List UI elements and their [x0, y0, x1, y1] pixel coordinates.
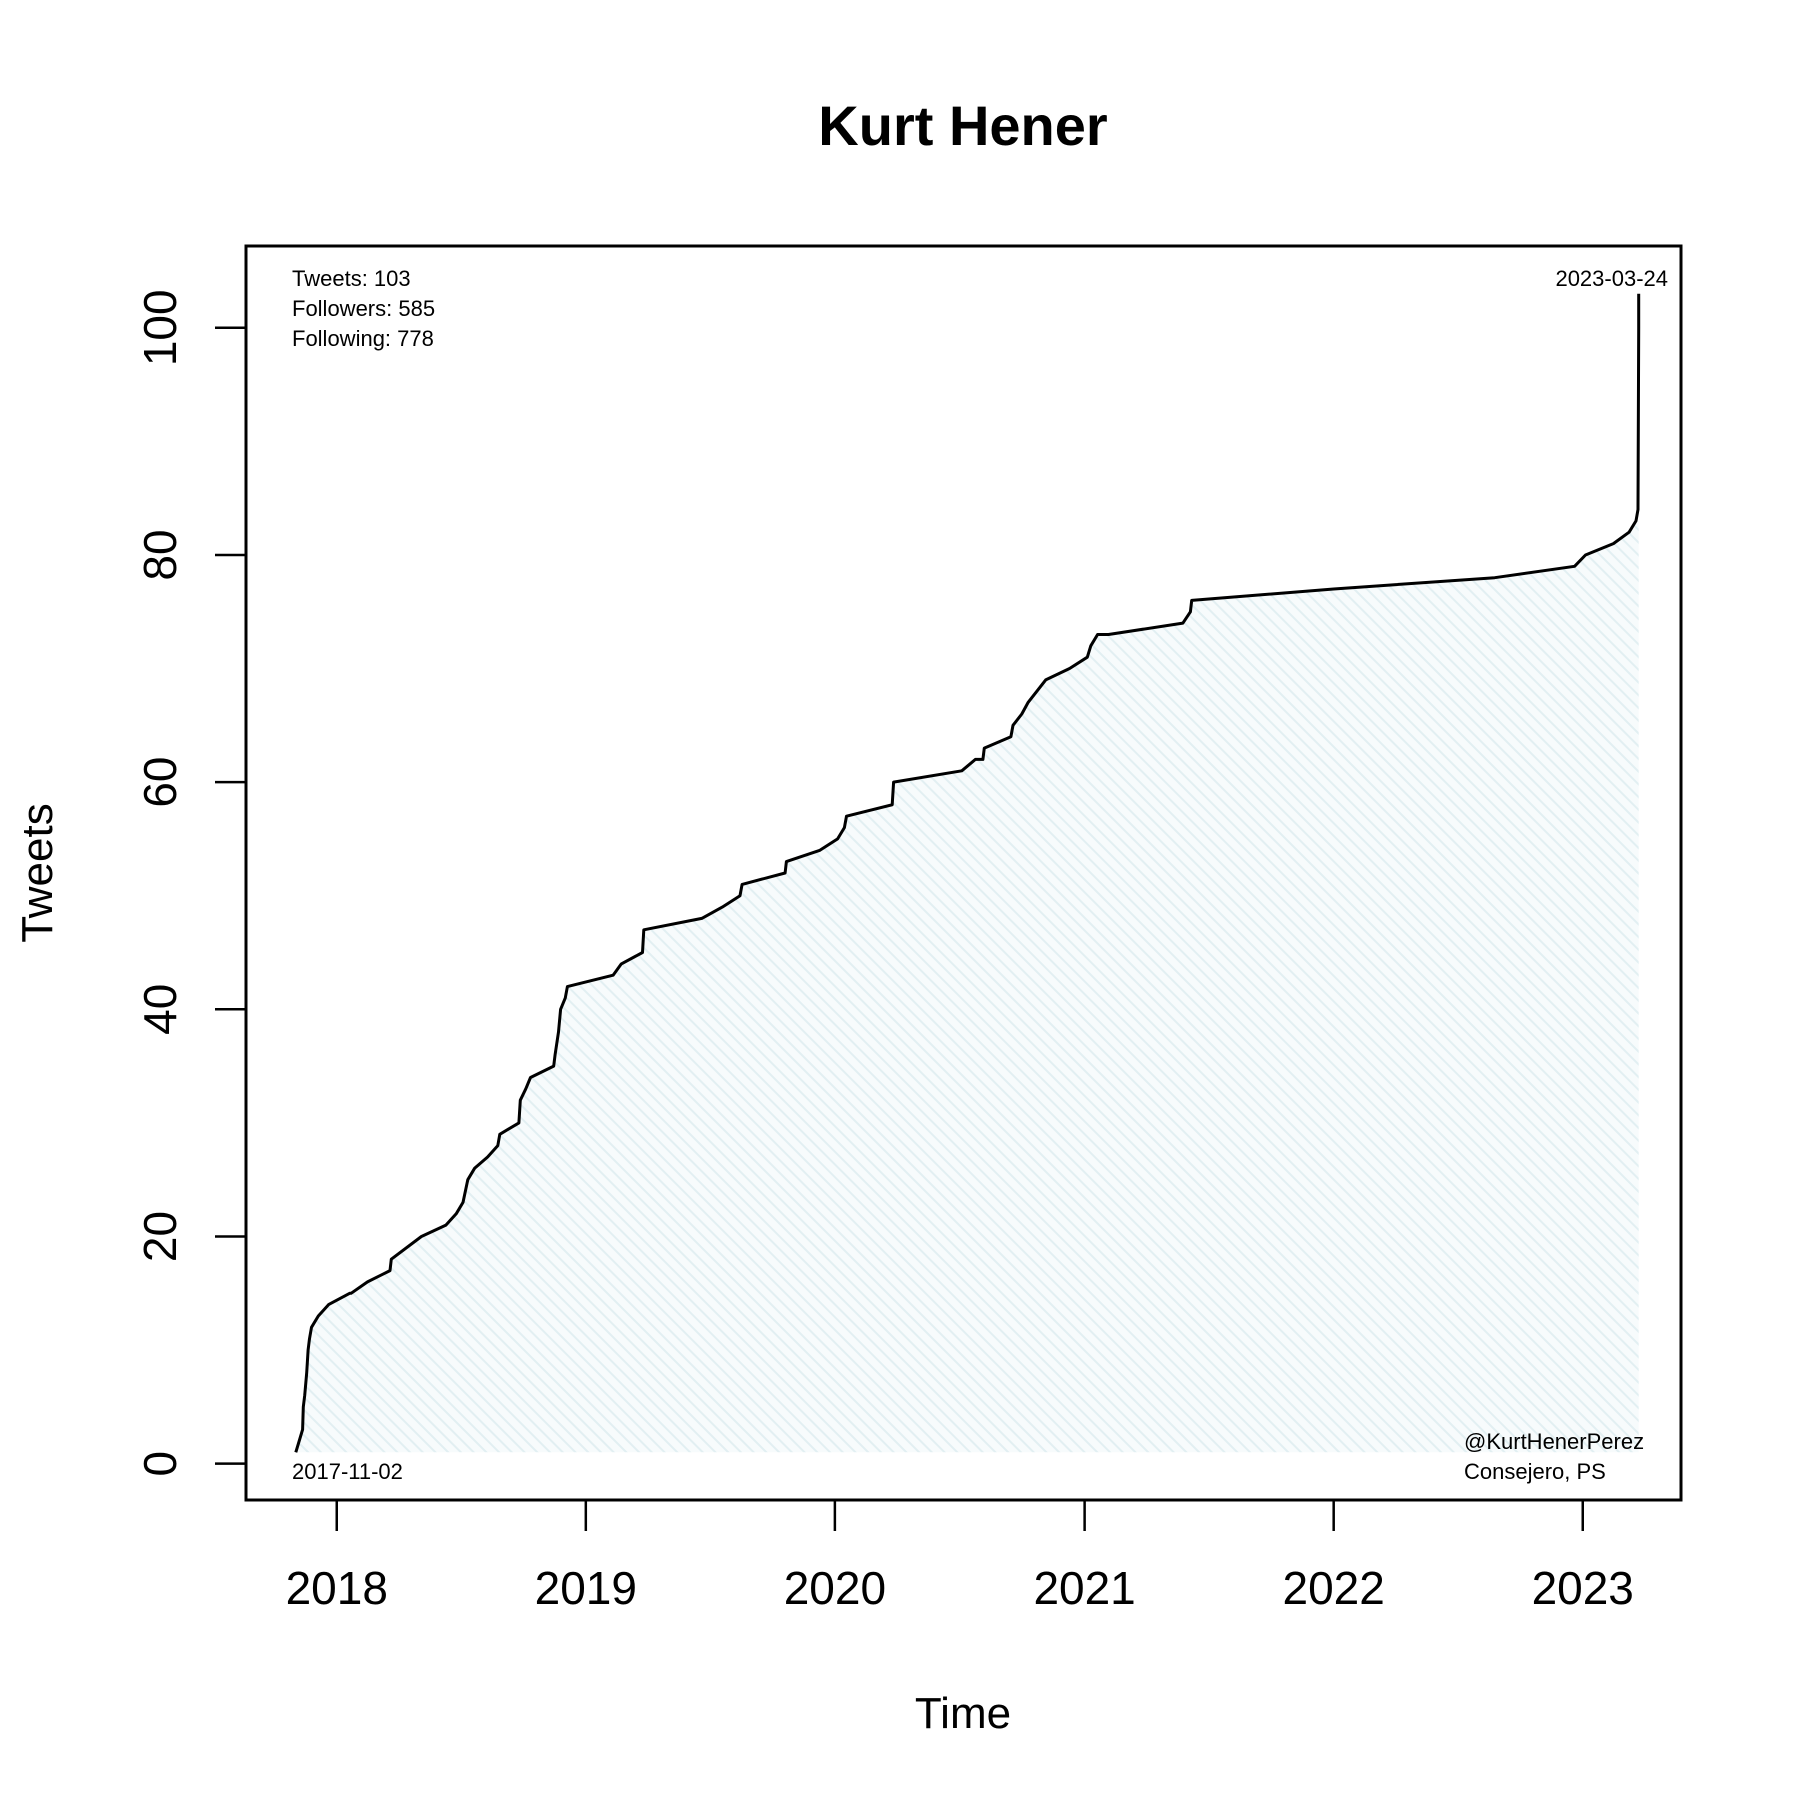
- x-tick-label: 2020: [784, 1562, 886, 1614]
- handle-label: @KurtHenerPerez: [1464, 1429, 1644, 1454]
- start-date-label: 2017-11-02: [292, 1459, 403, 1484]
- x-tick-label: 2019: [535, 1562, 637, 1614]
- x-axis-label: Time: [915, 1689, 1011, 1738]
- y-tick-label: 40: [134, 984, 186, 1035]
- y-tick-label: 80: [134, 529, 186, 580]
- x-tick-label: 2022: [1283, 1562, 1385, 1614]
- stats-tweets: Tweets: 103: [292, 266, 411, 291]
- area-fill: [295, 520, 1639, 1453]
- x-tick-label: 2021: [1033, 1562, 1135, 1614]
- x-axis: 2018 2019 2020 2021 2022 2023: [286, 1498, 1634, 1614]
- y-tick-label: 0: [134, 1451, 186, 1477]
- y-axis: 0 20 40 60 80 100: [134, 289, 248, 1477]
- series-line-layer: [294, 293, 1641, 1453]
- stats-annotation: Tweets: 103 Followers: 585 Following: 77…: [292, 266, 435, 351]
- x-tick-label: 2023: [1532, 1562, 1634, 1614]
- y-tick-label: 20: [134, 1211, 186, 1262]
- y-axis-label: Tweets: [13, 803, 62, 942]
- chart-title: Kurt Hener: [818, 94, 1107, 157]
- end-date-label: 2023-03-24: [1555, 266, 1668, 291]
- y-tick-label: 100: [134, 289, 186, 366]
- role-label: Consejero, PS: [1464, 1459, 1606, 1484]
- series-line: [294, 293, 1641, 1453]
- x-tick-label: 2018: [286, 1562, 388, 1614]
- stats-following: Following: 778: [292, 326, 434, 351]
- y-tick-label: 60: [134, 757, 186, 808]
- area-fill-layer: [295, 520, 1639, 1453]
- stats-followers: Followers: 585: [292, 296, 435, 321]
